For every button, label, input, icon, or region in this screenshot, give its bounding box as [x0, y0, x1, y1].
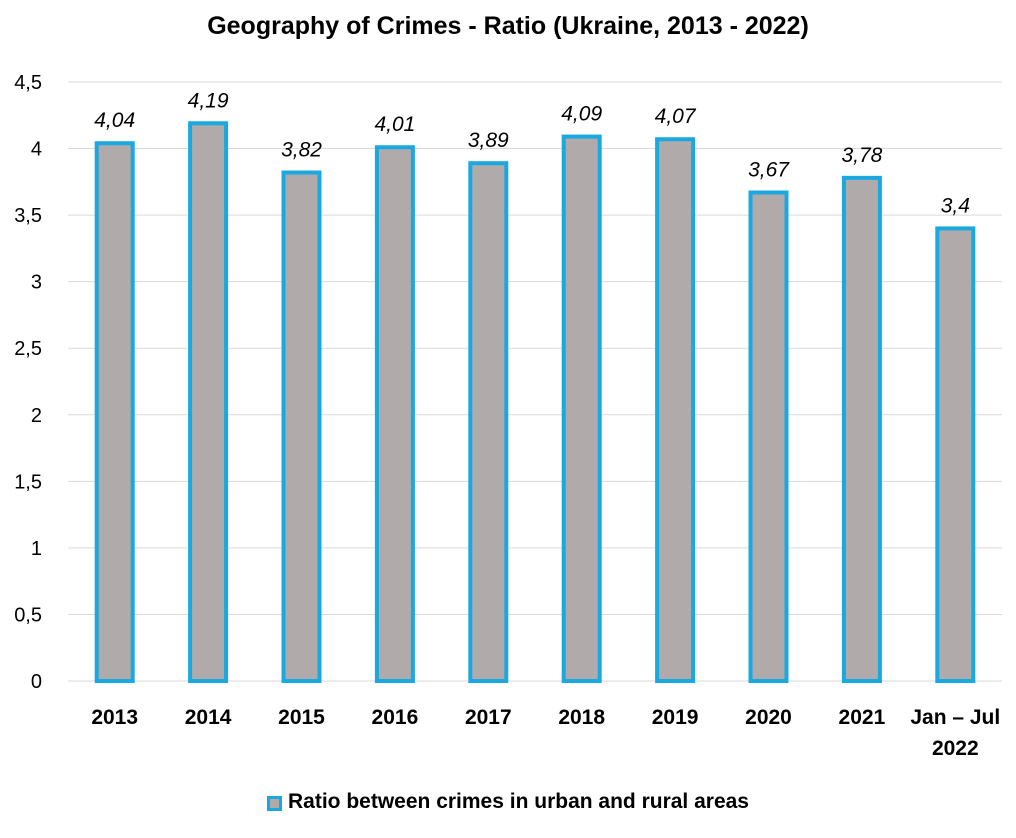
y-tick-label: 2	[31, 405, 42, 427]
data-label: 4,01	[374, 113, 415, 136]
data-label: 4,07	[655, 105, 697, 128]
x-tick-label: 2015	[278, 706, 325, 729]
bar	[841, 175, 882, 683]
data-label: 4,09	[561, 103, 602, 126]
x-tick-label: 2016	[372, 706, 419, 729]
x-tick-label: 2013	[91, 706, 138, 729]
data-labels: 4,04 4,19 3,82 4,01 3,89 4,09 4,07 3,67 3,78 3,4	[94, 89, 970, 217]
bar	[748, 190, 789, 684]
data-label: 4,19	[188, 89, 229, 112]
data-label: 3,89	[468, 129, 509, 152]
bar	[188, 121, 229, 683]
legend-swatch	[267, 796, 282, 811]
y-axis: 0 0,5 1 1,5 2 2,5 3 3,5 4 4,5	[14, 72, 42, 693]
data-label: 3,82	[281, 139, 322, 162]
x-tick-label: Jan – Jul 2022	[910, 706, 1000, 760]
data-label: 3,4	[941, 194, 970, 217]
x-tick-label: 2021	[839, 706, 886, 729]
x-tick-label: 2018	[558, 706, 605, 729]
data-label: 3,67	[748, 158, 790, 181]
legend-label: Ratio between crimes in urban and rural …	[288, 790, 749, 813]
bar	[561, 134, 602, 683]
bar	[935, 226, 976, 684]
y-tick-label: 3	[31, 272, 42, 294]
legend: Ratio between crimes in urban and rural …	[0, 790, 1016, 814]
y-tick-label: 0,5	[14, 604, 42, 626]
bar	[374, 145, 415, 684]
y-tick-label: 3,5	[14, 205, 42, 227]
bar	[94, 141, 135, 683]
y-tick-label: 1	[31, 538, 42, 560]
y-tick-label: 2,5	[14, 338, 42, 360]
x-axis: 2013 2014 2015 2016 2017 2018 2019 2020 2021 Jan …	[91, 706, 1000, 760]
x-tick-label: 2019	[652, 706, 699, 729]
data-label: 3,78	[841, 144, 882, 167]
bar	[655, 137, 696, 683]
x-tick-label: 2017	[465, 706, 512, 729]
bar	[281, 170, 322, 683]
y-tick-label: 1,5	[14, 471, 42, 493]
data-label: 4,04	[94, 109, 135, 132]
bars	[94, 121, 976, 684]
y-tick-label: 4,5	[14, 72, 42, 94]
y-tick-label: 4	[31, 139, 42, 161]
x-tick-label: 2014	[185, 706, 232, 729]
chart-title: Geography of Crimes - Ratio (Ukraine, 20…	[207, 12, 809, 40]
y-tick-label: 0	[31, 671, 42, 693]
x-tick-label: 2020	[745, 706, 792, 729]
bar	[468, 161, 509, 684]
